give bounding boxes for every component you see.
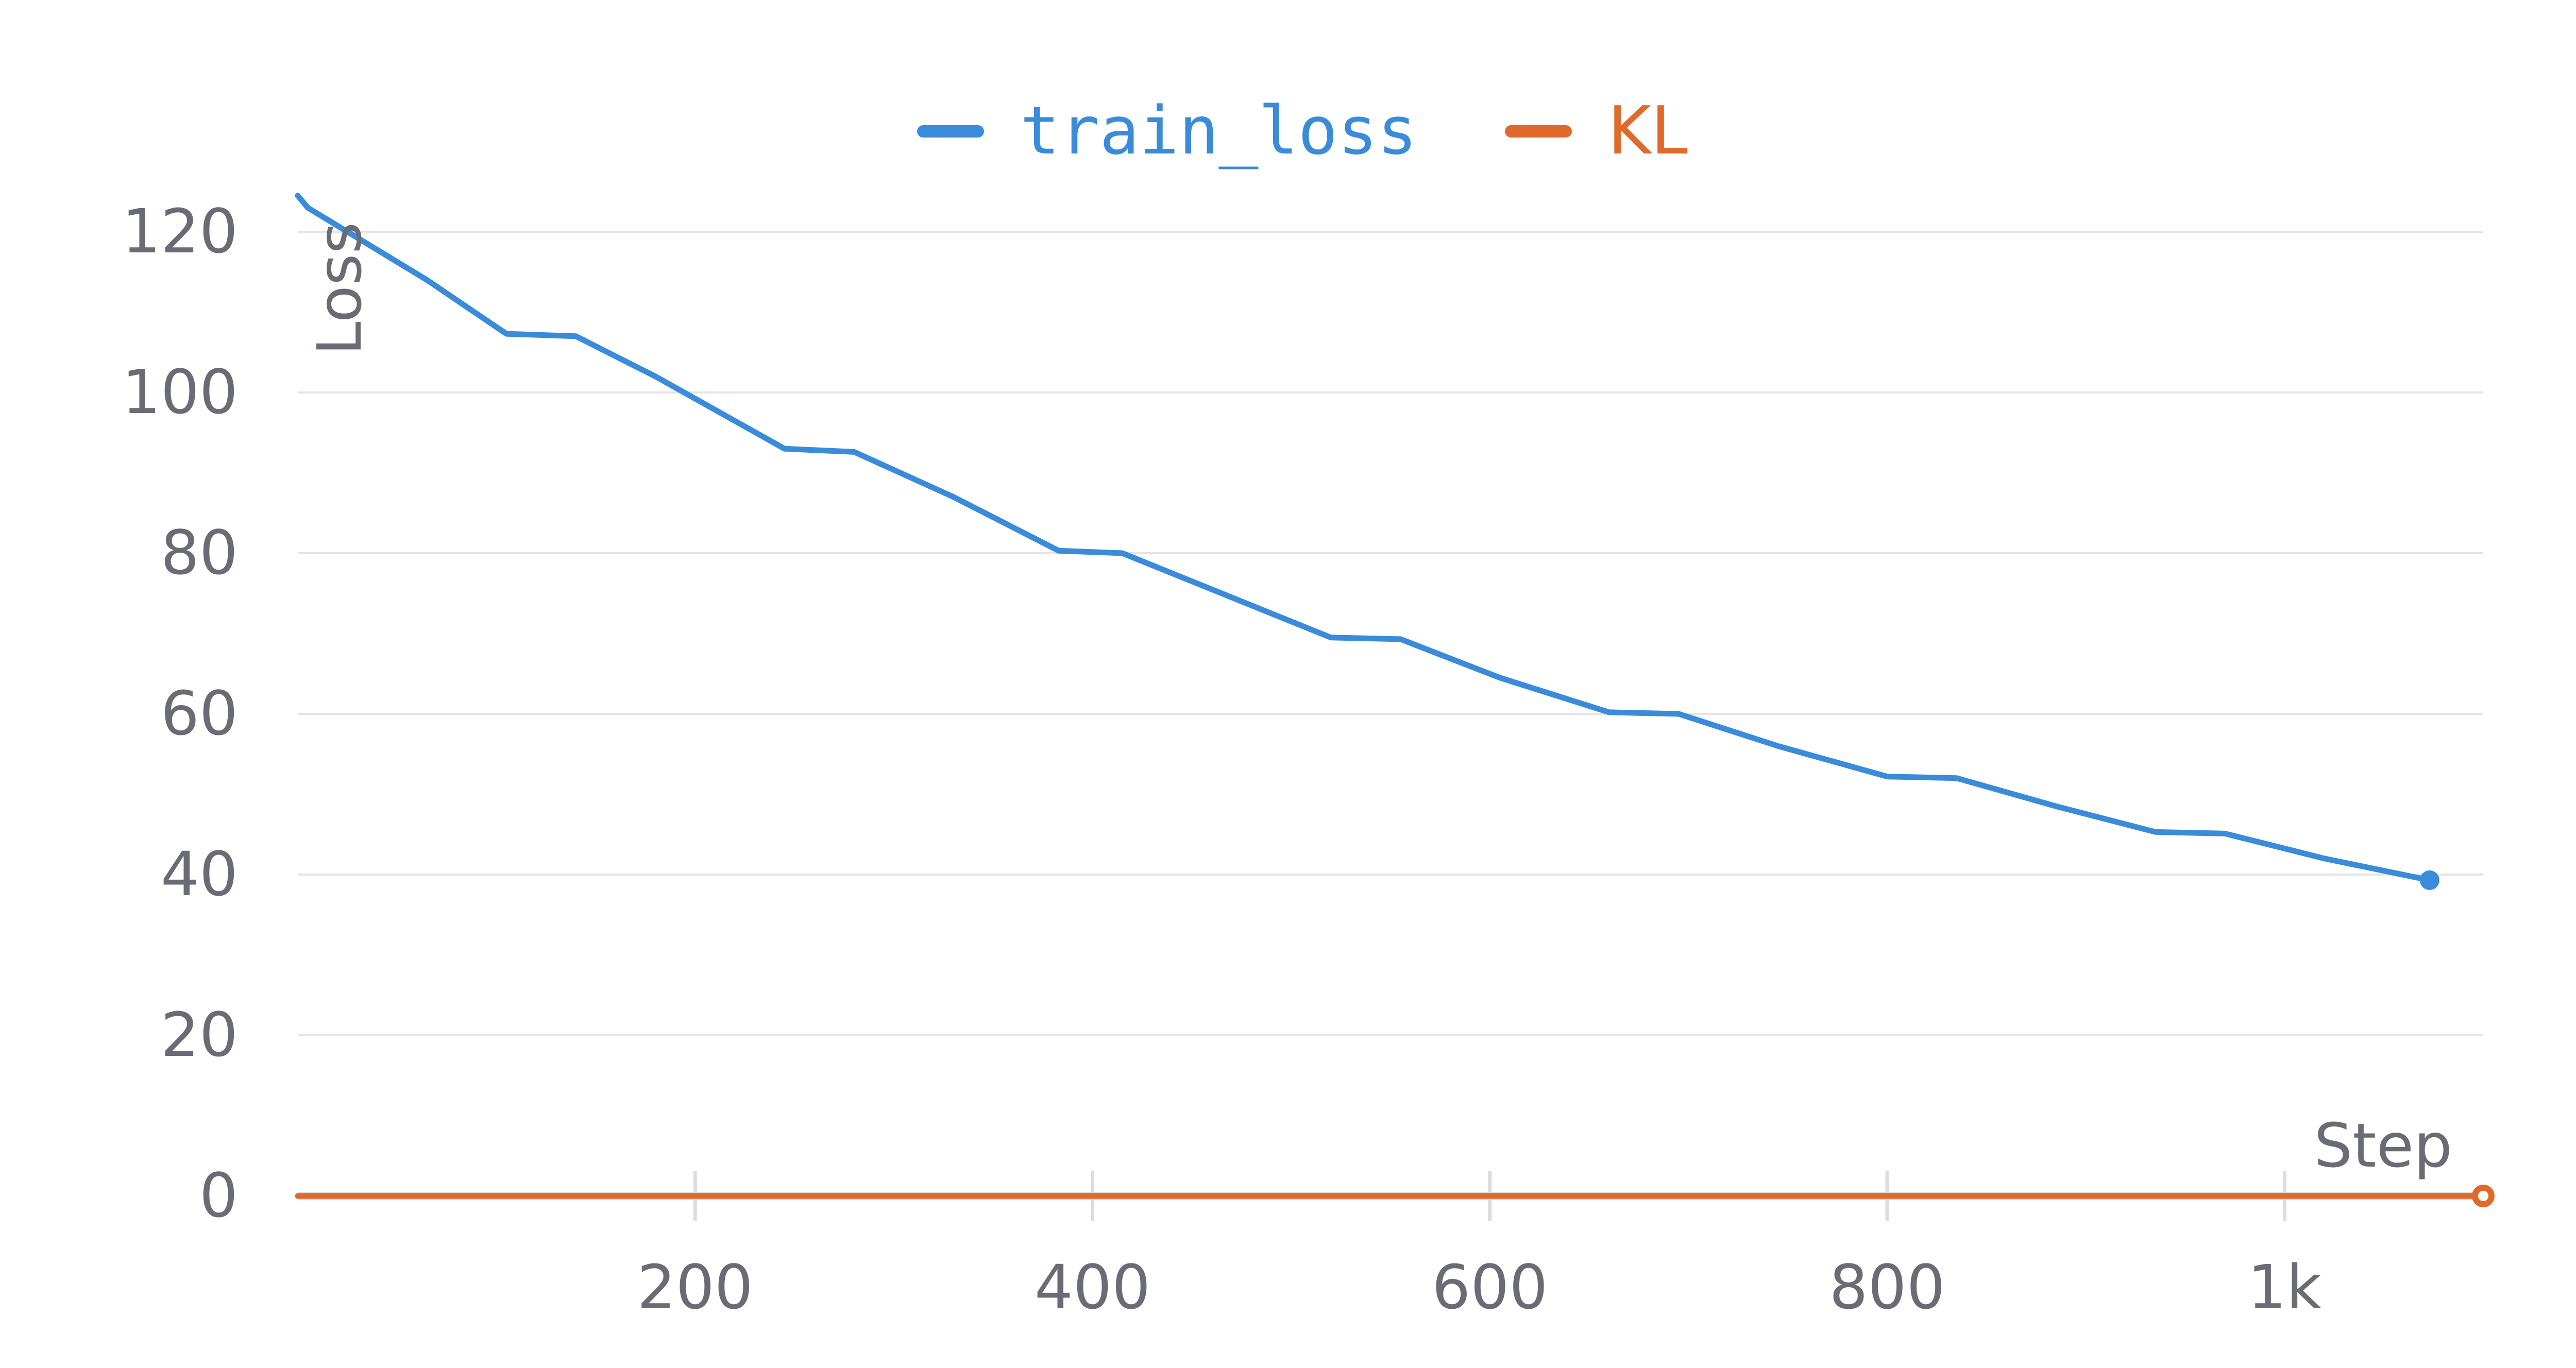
x-tick-label-200: 200 [637, 1252, 753, 1323]
y-tick-label-100: 100 [122, 356, 238, 427]
legend-label-kl: KL [1607, 93, 1688, 169]
grid-lines [298, 231, 2483, 1036]
y-axis-title: Loss [304, 222, 375, 355]
legend-swatch-train-loss [917, 125, 985, 138]
y-tick-label-40: 40 [161, 839, 238, 910]
y-axis: 0 20 40 60 80 100 120 [122, 196, 238, 1231]
series-end-point-train-loss[interactable] [2419, 870, 2439, 890]
y-tick-label-80: 80 [161, 517, 238, 588]
series-line-train-loss [295, 193, 2433, 883]
x-tick-label-1000: 1k [2248, 1252, 2321, 1323]
legend-swatch-kl [1504, 125, 1572, 138]
series-lines [295, 193, 2495, 1207]
y-tick-label-60: 60 [161, 678, 238, 749]
legend-label-train-loss: train_loss [1020, 93, 1417, 169]
y-tick-label-120: 120 [122, 196, 238, 267]
x-tick-label-600: 600 [1432, 1252, 1548, 1323]
x-tick-label-800: 800 [1829, 1252, 1945, 1323]
legend-item-train-loss[interactable]: train_loss [917, 98, 1417, 164]
x-tick-label-400: 400 [1035, 1252, 1150, 1323]
x-axis-title: Step [2314, 1110, 2452, 1181]
series-end-point-kl[interactable] [2472, 1185, 2495, 1207]
legend: train_loss KL [0, 90, 2576, 173]
y-tick-label-0: 0 [199, 1160, 238, 1231]
legend-item-kl[interactable]: KL [1504, 93, 1688, 169]
y-tick-label-20: 20 [161, 999, 238, 1070]
